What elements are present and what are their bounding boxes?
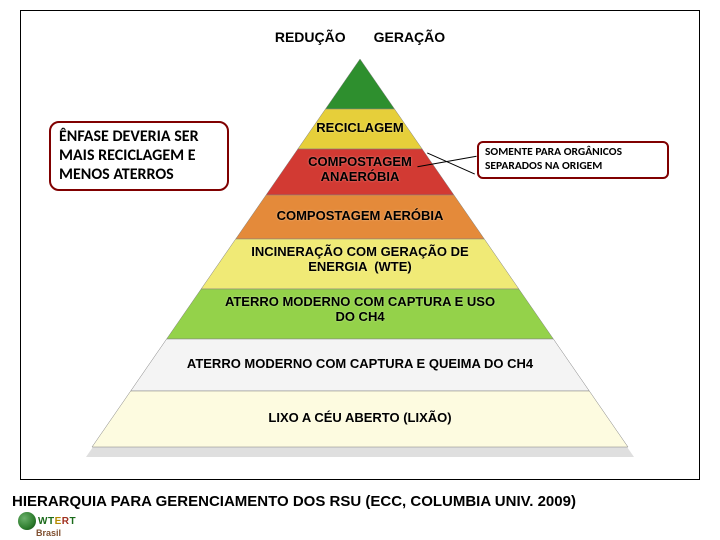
caption: HIERARQUIA PARA GERENCIAMENTO DOS RSU (E… (12, 493, 708, 510)
pyramid-label-5: ATERRO MODERNO COM CAPTURA E USODO CH4 (80, 295, 640, 325)
globe-icon (18, 512, 36, 530)
pyramid-label-6: ATERRO MODERNO COM CAPTURA E QUEIMA DO C… (80, 357, 640, 372)
pyramid-label-3: COMPOSTAGEM AERÓBIA (80, 209, 640, 224)
logo-text: WTERT (38, 516, 76, 527)
pyramid-level-0 (325, 59, 394, 109)
callout-right: SOMENTE PARA ORGÂNICOS SEPARADOS NA ORIG… (477, 141, 669, 179)
callout-right-text: SOMENTE PARA ORGÂNICOS SEPARADOS NA ORIG… (485, 145, 622, 173)
logo: WTERT Brasil (18, 512, 76, 538)
callout-left: ÊNFASE DEVERIA SER MAIS RECICLAGEM E MEN… (49, 121, 229, 191)
pyramid-label-4: INCINERAÇÃO COM GERAÇÃO DEENERGIA (WTE) (80, 245, 640, 275)
slide-frame: REDUÇÃO GERAÇÃO RECICLAGEMCOMPOSTAGEMANA… (20, 10, 700, 480)
caption-text: HIERARQUIA PARA GERENCIAMENTO DOS RSU (E… (12, 493, 576, 510)
header-left: REDUÇÃO (275, 29, 346, 45)
pyramid-label-7: LIXO A CÉU ABERTO (LIXÃO) (80, 411, 640, 426)
logo-sub: Brasil (36, 528, 61, 538)
header-right: GERAÇÃO (374, 29, 446, 45)
header-labels: REDUÇÃO GERAÇÃO (21, 29, 699, 45)
callout-left-text: ÊNFASE DEVERIA SER MAIS RECICLAGEM E MEN… (59, 127, 199, 184)
